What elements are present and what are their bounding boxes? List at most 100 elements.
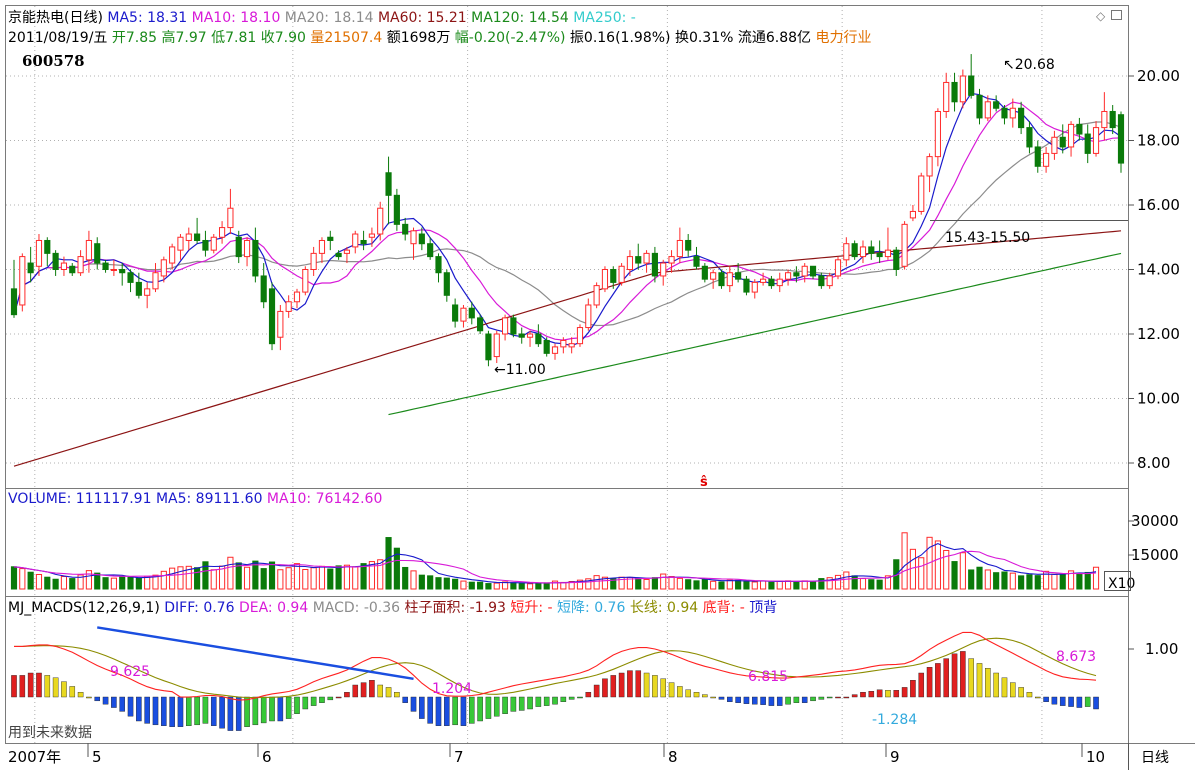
macd-bar <box>402 696 408 703</box>
macd-bar <box>310 696 317 706</box>
macd-bar <box>860 692 866 698</box>
macd-bar <box>1026 692 1033 698</box>
period-label[interactable]: 日线 <box>1141 750 1169 766</box>
candle-body <box>252 239 259 277</box>
macd-bar <box>901 687 908 698</box>
macd-bar <box>543 696 550 706</box>
candle-body <box>343 249 351 254</box>
volume-bar <box>1001 571 1008 590</box>
candle-body <box>485 333 492 361</box>
macd-bar <box>851 694 858 698</box>
macd-bar <box>893 690 900 698</box>
candle-body <box>1001 107 1008 119</box>
volume-bar <box>934 540 941 590</box>
macd-bar <box>1068 696 1074 707</box>
macd-bar <box>793 696 800 703</box>
low-annotation: ←11.00 <box>494 362 546 378</box>
volume-bar <box>968 569 975 590</box>
candle-body <box>760 278 767 283</box>
candle-body <box>427 243 434 258</box>
candle-body <box>202 239 209 251</box>
candle-body <box>668 256 675 264</box>
macd-value-label: 8.673 <box>1056 649 1096 665</box>
macd-bar <box>452 696 458 726</box>
volume-bar <box>52 578 59 590</box>
volume-bar <box>485 583 492 590</box>
macd-bar <box>235 696 242 731</box>
candle-body <box>393 194 400 225</box>
macd-bar <box>352 684 359 698</box>
candle-body <box>19 256 26 306</box>
ma120-line <box>388 252 1122 416</box>
moving-average-lines <box>13 92 1122 467</box>
volume-bar <box>310 567 317 590</box>
candle-body <box>1034 146 1041 167</box>
candle-body <box>884 249 892 258</box>
candle-body <box>169 246 176 264</box>
macd-bar <box>119 696 125 712</box>
volume-bar <box>1043 570 1050 590</box>
candle-body <box>585 304 592 329</box>
macd-bar <box>19 675 26 698</box>
volume-scale-label: X10 <box>1108 576 1135 592</box>
macd-bar <box>918 672 925 698</box>
candle-body <box>402 223 409 235</box>
maximize-icon[interactable] <box>1111 10 1122 20</box>
volume-bar <box>393 547 400 590</box>
macd-bar <box>252 696 259 726</box>
candle-body <box>535 333 542 345</box>
volume-bar <box>277 569 284 590</box>
candle-body <box>277 310 284 338</box>
volume-bar <box>402 566 409 590</box>
volume-bar <box>676 577 683 590</box>
x-tick-label: 2007年 <box>8 748 61 766</box>
macd-bar <box>27 672 34 698</box>
volume-bar <box>177 566 184 590</box>
candle-body <box>843 243 850 261</box>
macd-bar <box>186 696 192 726</box>
macd-bar <box>86 696 92 699</box>
candle-body <box>110 269 117 271</box>
volume-bar <box>227 556 234 590</box>
candle-body <box>851 243 858 258</box>
candle-body <box>1076 123 1083 135</box>
macd-bar <box>518 696 525 711</box>
candle-body <box>610 269 617 283</box>
macd-bar <box>510 696 517 712</box>
macd-bar <box>385 687 392 698</box>
volume-bar <box>1084 571 1091 590</box>
volume-bar <box>260 568 267 590</box>
volume-bar <box>909 548 916 590</box>
macd-header: MJ_MACDS(12,26,9,1) DIFF: 0.76 DEA: 0.94… <box>8 600 777 616</box>
volume-bar <box>809 581 817 590</box>
macd-bar <box>152 696 159 726</box>
candle-body <box>102 262 109 270</box>
header-item: 额1698万 <box>382 30 450 46</box>
volume-bar <box>435 577 442 590</box>
volume-bar <box>119 576 126 590</box>
x-tick-label: 7 <box>454 748 464 766</box>
restore-icon[interactable]: ◇ <box>1096 9 1106 23</box>
volume-bar <box>44 576 51 590</box>
volume-bar <box>360 563 367 590</box>
macd-bar <box>219 696 225 729</box>
macd-bar <box>568 696 575 700</box>
header-item: MA10: 18.10 <box>187 10 280 26</box>
candle-body <box>676 239 683 258</box>
volume-bar <box>1092 566 1100 590</box>
candle-body <box>69 265 76 274</box>
macd-bar <box>419 696 425 719</box>
macd-bar <box>61 681 67 698</box>
volume-bar <box>668 576 675 590</box>
volume-bar <box>493 582 500 590</box>
volume-bar <box>1018 575 1025 590</box>
candle-body <box>285 301 292 312</box>
volume-bar <box>701 578 708 590</box>
macd-bar <box>943 658 949 698</box>
candle-body <box>543 339 550 354</box>
candle-body <box>443 272 450 296</box>
volume-bar <box>135 577 142 590</box>
volume-bar <box>1076 572 1083 590</box>
candle-body <box>918 175 925 212</box>
